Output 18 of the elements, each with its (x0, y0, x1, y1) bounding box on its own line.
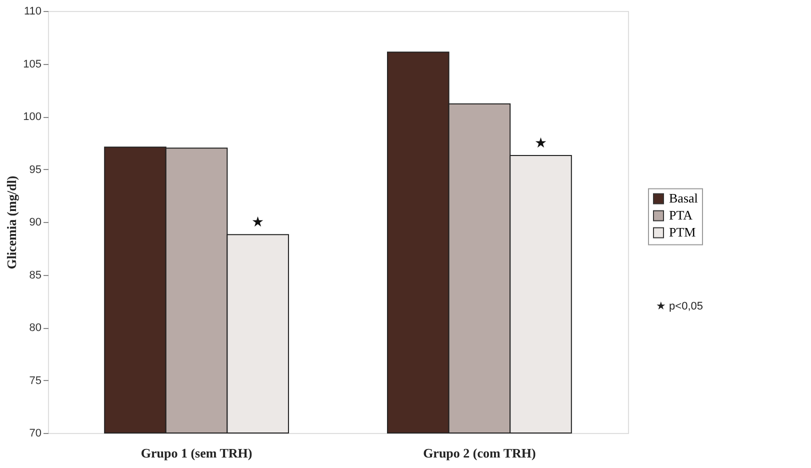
text: ★ p<0,05 (656, 300, 704, 312)
y-tick-label: 75 (29, 374, 42, 387)
y-tick-label: 110 (24, 6, 42, 18)
y-tick-label: 85 (29, 269, 42, 282)
annotation: ★ (534, 134, 548, 151)
legend-label: PTA (669, 208, 694, 223)
x-tick-label: Grupo 2 (com TRH) (423, 446, 536, 460)
y-tick-label: 100 (23, 111, 42, 123)
y-tick-label: 105 (23, 58, 42, 70)
y-tick-label: 80 (29, 322, 42, 334)
legend-label: Basal (669, 190, 698, 206)
x-tick-label: Grupo 1 (sem TRH) (140, 446, 252, 460)
y-tick-label: 95 (29, 164, 42, 176)
y-tick-label: 70 (29, 428, 42, 440)
annotation: ★ (251, 214, 264, 230)
y-axis-title: Glicemia (mg/dl) (4, 176, 20, 270)
y-tick-label: 90 (29, 216, 42, 228)
legend-label: PTM (669, 224, 696, 240)
